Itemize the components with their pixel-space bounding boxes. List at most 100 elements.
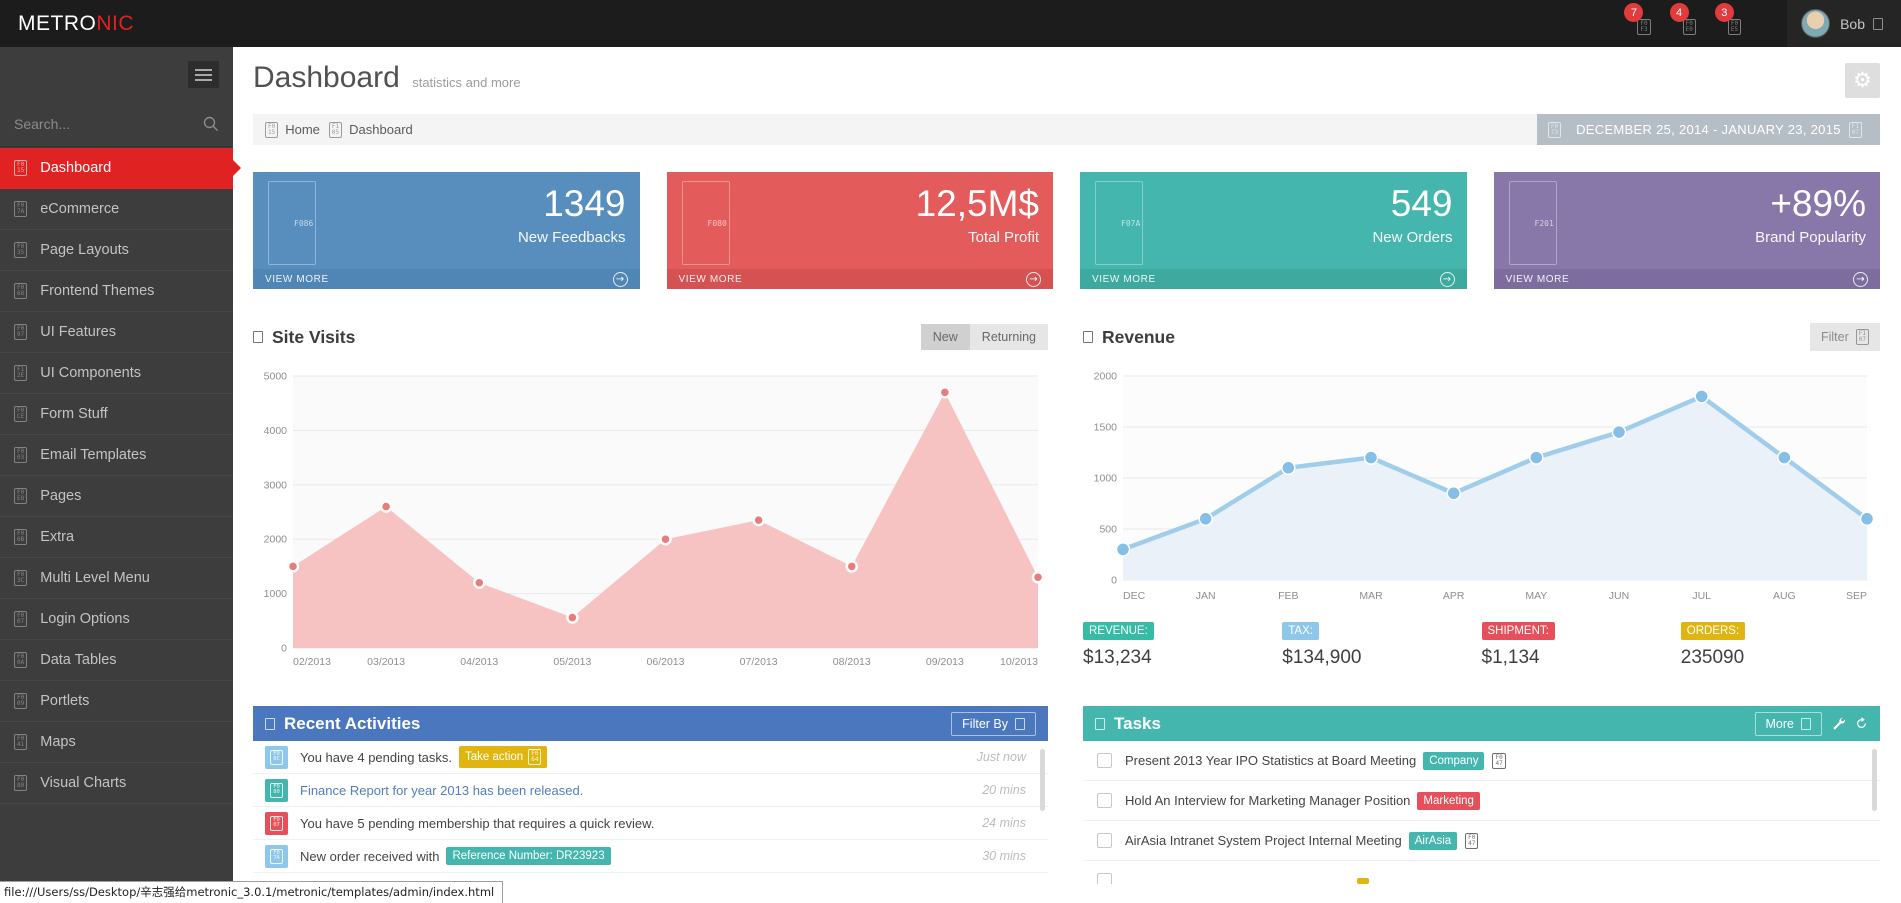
sidebar-item-ui-features[interactable]: F0 97 UI Features (0, 312, 233, 353)
sidebar-item-email-templates[interactable]: F0 03 Email Templates (0, 435, 233, 476)
svg-text:4000: 4000 (264, 425, 288, 437)
sidebar-item-ui-components[interactable]: F1 2E UI Components (0, 353, 233, 394)
caret-down-icon (1801, 717, 1811, 730)
activity-row[interactable]: F0 0C You have 4 pending tasks. Take acti… (253, 741, 1048, 774)
sidebar-item-login-options[interactable]: F0 07 Login Options (0, 599, 233, 640)
toggle-new-button[interactable]: New (920, 324, 970, 350)
stat-tile-feedbacks[interactable]: F086 1349 New Feedbacks VIEW MORE → (253, 172, 640, 289)
more-button[interactable]: More (1754, 711, 1822, 736)
user-menu[interactable]: Bob (1787, 0, 1901, 47)
email-icon: F0 03 (14, 447, 28, 463)
view-more-link[interactable]: VIEW MORE → (666, 269, 1053, 289)
view-more-link[interactable]: VIEW MORE → (1080, 269, 1467, 289)
panel-title: Site Visits (272, 326, 356, 347)
layout-icon: F0 35 (14, 242, 28, 258)
stat-label: New Orders (1372, 228, 1453, 246)
scrollbar-thumb[interactable] (1872, 749, 1877, 811)
task-row[interactable] (1083, 861, 1880, 884)
scrollbar-thumb[interactable] (1040, 749, 1045, 811)
filter-by-button[interactable]: Filter By (951, 711, 1036, 736)
sidebar-item-form-stuff[interactable]: F0 CE Form Stuff (0, 394, 233, 435)
site-visits-chart: 0 1000 2000 3000 4000 5000 02/2013 03/2013 04/20… (264, 371, 1045, 668)
task-checkbox[interactable] (1097, 873, 1112, 884)
notifications-inbox[interactable]: F0 E0 4 (1669, 3, 1696, 35)
home-icon: F0 15 (14, 160, 28, 176)
activity-row[interactable]: F0 7A New order received with Reference N… (253, 840, 1048, 873)
task-row[interactable]: Hold An Interview for Marketing Manager … (1083, 781, 1880, 821)
table-icon: F0 0A (14, 652, 28, 668)
stat-tile-popularity[interactable]: F201 +89% Brand Popularity VIEW MORE → (1493, 172, 1880, 289)
revenue-chart: 0 500 1000 1500 2000 DEC JAN FEB MAR APR MAY JUN JUL… (1094, 371, 1875, 602)
page-title: Dashboard (253, 61, 400, 94)
username: Bob (1840, 15, 1865, 32)
sidebar-item-portlets[interactable]: F0 09 Portlets (0, 681, 233, 722)
arrow-circle-icon: → (1439, 271, 1455, 287)
svg-text:0: 0 (281, 643, 287, 655)
calendar-icon: F0 73 (1547, 121, 1562, 138)
notifications-bell[interactable]: F0 F3 7 (1624, 3, 1651, 35)
breadcrumb-home[interactable]: Home (285, 122, 320, 137)
date-range-picker[interactable]: F0 73 DECEMBER 25, 2014 - JANUARY 23, 201… (1536, 114, 1880, 145)
sidebar-item-frontend-themes[interactable]: F0 68 Frontend Themes (0, 271, 233, 312)
svg-text:DEC: DEC (1123, 590, 1146, 602)
svg-text:06/2013: 06/2013 (647, 656, 685, 668)
settings-gear-button[interactable]: ⚙ (1845, 63, 1880, 98)
envelope-icon: F0 E0 (1682, 19, 1696, 35)
app-logo[interactable]: METRONIC (18, 12, 134, 35)
arrow-circle-icon: → (1026, 271, 1041, 287)
sidebar-item-data-tables[interactable]: F0 0A Data Tables (0, 640, 233, 681)
pending-badge (1357, 877, 1369, 884)
svg-text:04/2013: 04/2013 (460, 656, 498, 668)
move-handle-icon[interactable]: F0 47 (1492, 752, 1506, 769)
user-icon: F0 07 (265, 811, 288, 835)
activity-row[interactable]: F0 07 You have 5 pending membership that … (253, 807, 1048, 840)
wrench-icon[interactable] (1832, 717, 1845, 730)
sidebar-item-extra[interactable]: F0 6B Extra (0, 517, 233, 558)
sidebar-item-visual-charts[interactable]: F0 80 Visual Charts (0, 763, 233, 804)
toggle-returning-button[interactable]: Returning (969, 324, 1048, 350)
refresh-icon[interactable] (1855, 717, 1868, 730)
notifications-tasks[interactable]: F0 E5 3 (1714, 3, 1742, 35)
svg-text:08/2013: 08/2013 (833, 656, 871, 668)
task-checkbox[interactable] (1097, 753, 1112, 768)
view-more-link[interactable]: VIEW MORE → (253, 269, 640, 289)
sidebar-item-pages[interactable]: F0 E8 Pages (0, 476, 233, 517)
search-icon[interactable] (203, 116, 219, 132)
svg-text:FEB: FEB (1278, 590, 1298, 602)
move-handle-icon[interactable]: F0 47 (1465, 832, 1479, 849)
stat-tag: TAX: (1282, 622, 1319, 640)
arrow-circle-icon: → (612, 271, 628, 287)
search-input[interactable] (14, 116, 203, 132)
activity-link[interactable]: Finance Report for year 2013 has been re… (300, 782, 584, 798)
svg-text:1000: 1000 (1094, 473, 1118, 485)
view-more-link[interactable]: VIEW MORE → (1493, 269, 1880, 289)
comments-icon: F086 (268, 181, 316, 265)
sidebar-item-dashboard[interactable]: F0 15 Dashboard (0, 148, 241, 189)
task-row[interactable]: AirAsia Intranet System Project Internal… (1083, 821, 1880, 861)
stat-tile-orders[interactable]: F07A 549 New Orders VIEW MORE → (1080, 172, 1467, 289)
activity-row[interactable]: F0 80 Finance Report for year 2013 has be… (253, 774, 1048, 807)
sidebar-item-ecommerce[interactable]: F0 7A eCommerce (0, 189, 233, 230)
notification-count-badge: 7 (1624, 3, 1644, 22)
shipment-stat: SHIPMENT: $1,134 (1481, 621, 1681, 669)
sidebar-collapse-button[interactable] (188, 61, 219, 88)
tasks-count-badge: 3 (1714, 3, 1734, 22)
stat-value: $1,134 (1481, 647, 1540, 668)
avatar (1801, 9, 1831, 38)
sidebar-item-page-layouts[interactable]: F0 35 Page Layouts (0, 230, 233, 271)
comment-icon: F0 E5 (1727, 19, 1742, 35)
filter-button[interactable]: Filter F1 07 (1809, 323, 1880, 351)
panel-title: Revenue (1102, 326, 1175, 347)
stat-label: Brand Popularity (1755, 228, 1866, 246)
breadcrumb-page: Dashboard (349, 122, 413, 137)
task-row[interactable]: Present 2013 Year IPO Statistics at Boar… (1083, 741, 1880, 781)
task-checkbox[interactable] (1097, 833, 1112, 848)
stat-label: Total Profit (968, 228, 1039, 246)
stat-tile-profit[interactable]: F080 12,5M$ Total Profit VIEW MORE → (666, 172, 1053, 289)
task-checkbox[interactable] (1097, 793, 1112, 808)
take-action-badge[interactable]: Take action F0 64 (459, 746, 548, 768)
features-icon: F0 97 (14, 324, 28, 340)
sidebar-item-multi-level-menu[interactable]: F0 3C Multi Level Menu (0, 558, 233, 599)
sidebar-item-maps[interactable]: F0 41 Maps (0, 722, 233, 763)
